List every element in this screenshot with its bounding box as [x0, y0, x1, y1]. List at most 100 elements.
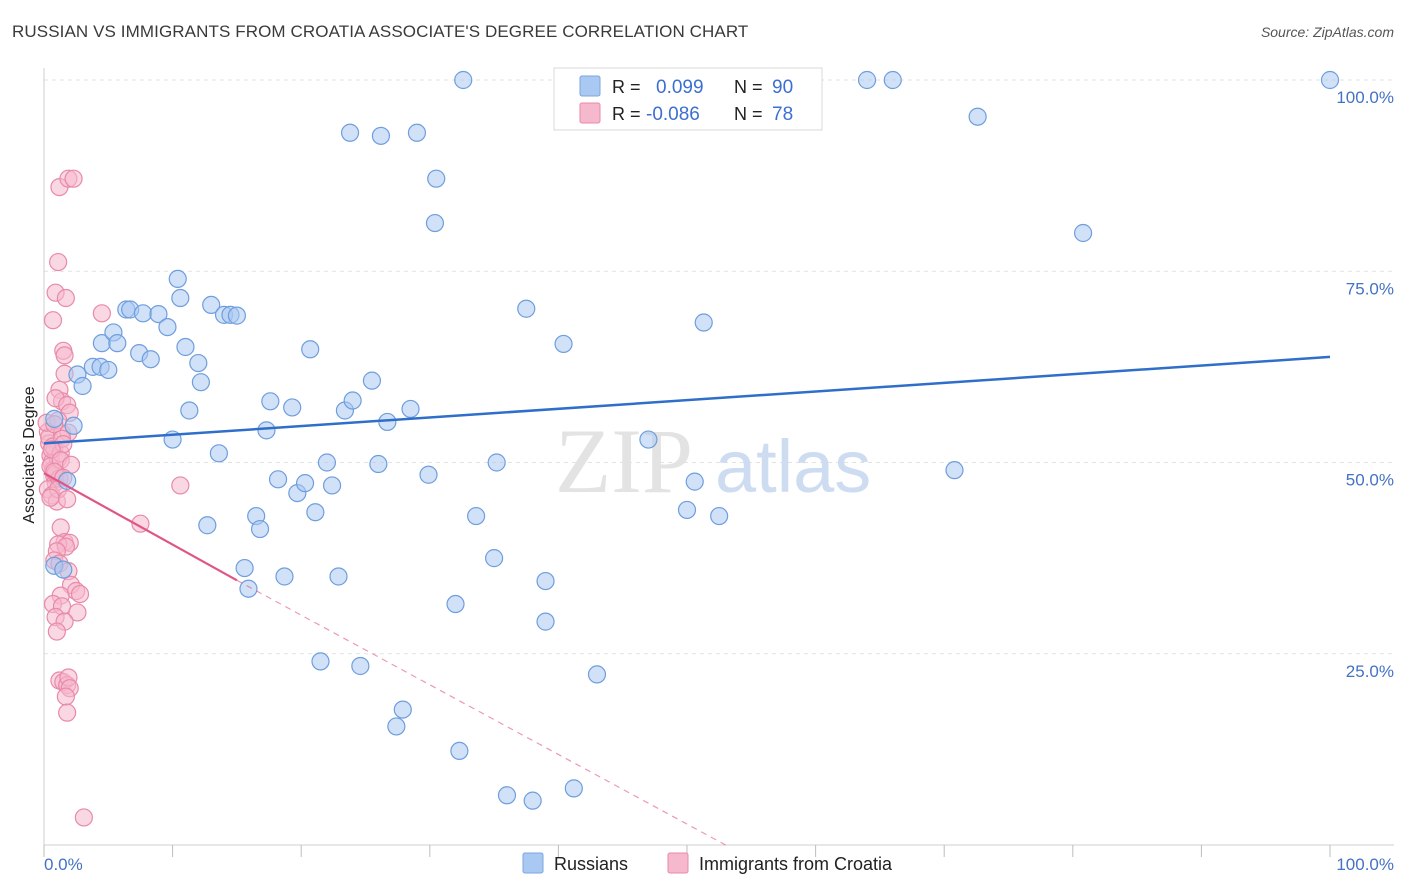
point-russians [393, 700, 412, 719]
point-croatia [55, 346, 74, 365]
watermark-atlas: atlas [715, 425, 871, 508]
point-croatia [56, 687, 75, 706]
point-russians [351, 656, 370, 676]
point-croatia [68, 603, 87, 622]
point-russians [168, 269, 187, 288]
point-russians [180, 401, 199, 420]
point-croatia [70, 584, 90, 604]
point-croatia [56, 288, 75, 308]
point-croatia [58, 490, 77, 509]
point-russians [694, 313, 713, 332]
point-russians [497, 786, 517, 805]
point-croatia [47, 622, 66, 641]
source-label: Source: ZipAtlas.com [1260, 24, 1394, 40]
point-russians [141, 350, 160, 369]
point-russians [171, 288, 190, 308]
bottom-legend-swatch-russians [522, 852, 544, 874]
point-russians [227, 306, 246, 325]
legend-swatch-croatia [579, 102, 601, 124]
y-tick-label: 100.0% [1336, 88, 1394, 107]
point-russians [1073, 223, 1093, 243]
point-croatia [41, 488, 60, 507]
point-russians [176, 337, 195, 357]
point-russians [261, 392, 280, 411]
point-russians [268, 470, 288, 489]
legend-n-label-russians: N = [734, 77, 763, 97]
point-russians [857, 70, 877, 90]
point-russians [517, 299, 536, 318]
point-russians [45, 409, 64, 428]
point-russians [419, 465, 438, 484]
point-russians [149, 304, 168, 324]
point-croatia [49, 252, 68, 272]
point-russians [968, 107, 987, 126]
y-tick-label: 75.0% [1346, 279, 1394, 298]
point-russians [257, 421, 276, 440]
point-russians [158, 317, 177, 337]
point-russians [295, 474, 315, 493]
point-russians [54, 560, 73, 579]
point-russians [133, 304, 153, 323]
point-russians [235, 558, 254, 578]
point-croatia [43, 311, 63, 330]
y-tick-label: 25.0% [1346, 662, 1394, 681]
trend-line-croatia-extension [236, 579, 726, 846]
point-russians [710, 506, 729, 526]
point-croatia [171, 476, 190, 495]
point-russians [317, 453, 337, 472]
point-russians [466, 506, 486, 526]
point-russians [362, 371, 382, 390]
legend-n-label-croatia: N = [734, 104, 763, 124]
point-russians [306, 503, 325, 522]
point-russians [239, 579, 258, 598]
point-russians [322, 476, 342, 495]
x-tick-label-left: 0.0% [44, 855, 83, 874]
point-russians [311, 652, 330, 671]
point-russians [523, 791, 542, 810]
bottom-legend-croatia: Immigrants from Croatia [699, 854, 893, 874]
series-croatia-points [37, 169, 190, 827]
point-russians [340, 123, 360, 142]
watermark: ZIP atlas [555, 410, 871, 512]
point-russians [401, 399, 420, 419]
trend-line-russians [43, 355, 1331, 445]
point-russians [425, 213, 445, 233]
point-russians [554, 334, 573, 354]
point-russians [369, 454, 388, 474]
point-russians [564, 779, 583, 798]
point-russians [378, 412, 397, 432]
y-axis-label: Associate's Degree [21, 386, 38, 523]
point-russians [198, 516, 217, 535]
point-russians [108, 334, 127, 353]
point-russians [387, 717, 406, 736]
point-russians [73, 376, 92, 396]
point-russians [536, 571, 555, 591]
point-russians [407, 123, 427, 142]
legend-r-label-russians: R = [612, 77, 641, 97]
point-russians [487, 453, 506, 472]
legend-r-value-russians: 0.099 [656, 77, 704, 98]
point-russians [536, 612, 555, 631]
point-russians [446, 594, 465, 614]
y-tick-labels: 25.0% 50.0% 75.0% 100.0% [1336, 88, 1394, 681]
point-russians [189, 353, 208, 373]
point-croatia [74, 808, 93, 827]
point-russians [343, 391, 362, 410]
watermark-zip: ZIP [555, 410, 693, 512]
point-russians [587, 665, 607, 684]
point-russians [250, 519, 270, 539]
point-russians [427, 169, 446, 188]
stats-legend: R = 0.099 N = 90 R = -0.086 N = 78 [553, 67, 823, 131]
point-russians [209, 444, 228, 463]
y-tick-label: 50.0% [1346, 471, 1394, 490]
point-russians [945, 461, 964, 480]
point-russians [275, 567, 294, 586]
point-russians [301, 340, 320, 359]
x-tick-label-right: 100.0% [1336, 855, 1394, 874]
point-russians [371, 126, 391, 145]
point-russians [454, 70, 473, 90]
legend-n-value-russians: 90 [772, 77, 793, 98]
point-croatia [92, 304, 111, 323]
point-russians [283, 398, 302, 417]
